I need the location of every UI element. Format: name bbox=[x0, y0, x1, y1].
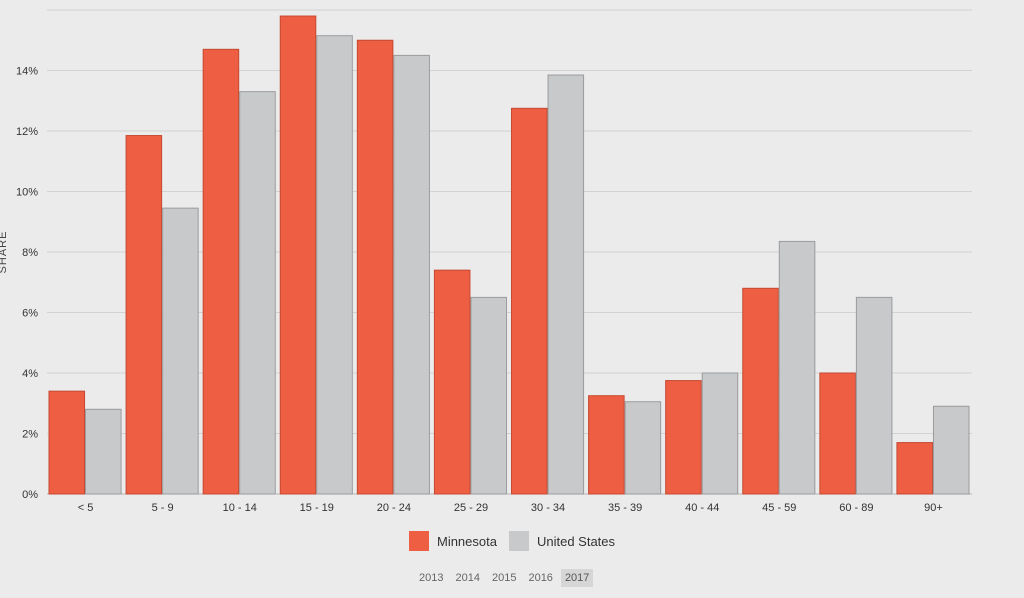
y-tick-label: 0% bbox=[22, 489, 38, 501]
bar-united-states[interactable] bbox=[316, 35, 353, 495]
bar-minnesota[interactable] bbox=[665, 380, 702, 495]
bar-united-states[interactable] bbox=[547, 74, 585, 495]
x-tick-label: 10 - 14 bbox=[223, 502, 257, 514]
x-tick-label: 25 - 29 bbox=[454, 502, 488, 514]
bar-united-states[interactable] bbox=[239, 91, 276, 495]
y-tick-label: 10% bbox=[16, 187, 38, 199]
bar-united-states[interactable] bbox=[470, 296, 508, 495]
bar-minnesota[interactable] bbox=[742, 287, 779, 495]
bar-minnesota[interactable] bbox=[433, 269, 471, 495]
bar-minnesota[interactable] bbox=[202, 48, 240, 495]
year-button-2015[interactable]: 2015 bbox=[488, 569, 520, 587]
legend-item-minnesota[interactable]: Minnesota bbox=[408, 531, 497, 551]
bar-minnesota[interactable] bbox=[356, 39, 394, 495]
legend-item-united-states[interactable]: United States bbox=[508, 531, 616, 551]
legend-swatch-united-states bbox=[508, 531, 529, 551]
x-tick-label: 45 - 59 bbox=[762, 502, 796, 514]
y-tick-label: 14% bbox=[16, 66, 38, 78]
bar-minnesota[interactable] bbox=[279, 15, 317, 495]
bar-united-states[interactable] bbox=[85, 408, 122, 495]
year-button-2017[interactable]: 2017 bbox=[560, 569, 594, 587]
bar-united-states[interactable] bbox=[393, 54, 430, 495]
bar-united-states[interactable] bbox=[701, 372, 739, 495]
legend-label-united-states: United States bbox=[536, 533, 616, 549]
x-tick-label: 15 - 19 bbox=[300, 502, 334, 514]
y-tick-label: 12% bbox=[16, 126, 38, 138]
legend: Minnesota United States bbox=[0, 531, 1024, 551]
x-tick-label: 60 - 89 bbox=[839, 502, 873, 514]
legend-label-minnesota: Minnesota bbox=[436, 533, 497, 549]
grid-lines bbox=[47, 9, 972, 495]
y-axis-ticks: 0% 2% 4% 6% 8% 10% 12% 14% bbox=[16, 66, 38, 502]
bar-united-states[interactable] bbox=[624, 401, 662, 495]
bar-minnesota[interactable] bbox=[588, 395, 625, 495]
year-button-2014[interactable]: 2014 bbox=[451, 569, 483, 587]
year-button-2013[interactable]: 2013 bbox=[415, 569, 447, 587]
bar-minnesota[interactable] bbox=[896, 442, 933, 495]
year-selector: 2013 2014 2015 2016 2017 bbox=[415, 569, 594, 587]
year-button-2016[interactable]: 2016 bbox=[524, 569, 556, 587]
y-tick-label: 8% bbox=[22, 247, 38, 259]
y-axis-label: SHARE bbox=[0, 231, 9, 274]
bar-united-states[interactable] bbox=[162, 207, 199, 495]
bar-minnesota[interactable] bbox=[511, 107, 548, 495]
x-tick-label: 20 - 24 bbox=[377, 502, 411, 514]
bar-chart: 0% 2% 4% 6% 8% 10% 12% 14% SHARE < 5 5 - 9 10 - 1… bbox=[0, 9, 972, 514]
x-tick-label: 90+ bbox=[924, 502, 943, 514]
bar-united-states[interactable] bbox=[932, 405, 970, 495]
bar-minnesota[interactable] bbox=[819, 372, 856, 495]
bar-united-states[interactable] bbox=[778, 240, 816, 495]
x-axis-ticks: < 5 5 - 9 10 - 14 15 - 19 20 - 24 25 - 29 30 -… bbox=[78, 502, 943, 514]
bar-united-states[interactable] bbox=[855, 296, 893, 495]
x-tick-label: 40 - 44 bbox=[685, 502, 719, 514]
bars bbox=[48, 15, 970, 495]
bar-minnesota[interactable] bbox=[48, 390, 86, 495]
x-tick-label: 5 - 9 bbox=[152, 502, 174, 514]
y-tick-label: 2% bbox=[22, 429, 38, 441]
legend-swatch-minnesota bbox=[408, 531, 429, 551]
bar-minnesota[interactable] bbox=[125, 135, 163, 495]
x-tick-label: < 5 bbox=[78, 502, 94, 514]
y-tick-label: 6% bbox=[22, 308, 38, 320]
x-tick-label: 35 - 39 bbox=[608, 502, 642, 514]
x-tick-label: 30 - 34 bbox=[531, 502, 565, 514]
y-tick-label: 4% bbox=[22, 368, 38, 380]
